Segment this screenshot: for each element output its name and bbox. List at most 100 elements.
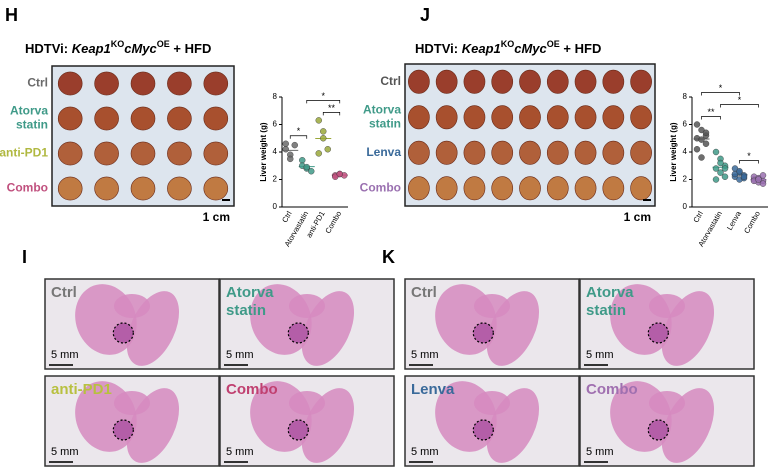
histology-label: Atorva	[226, 284, 274, 301]
data-point	[282, 146, 289, 153]
sig-label: *	[297, 126, 301, 136]
y-tick-label: 0	[273, 202, 278, 211]
liver	[203, 71, 229, 96]
sig-bracket	[322, 112, 341, 116]
liver	[630, 105, 652, 130]
liver	[463, 69, 486, 94]
data-point	[712, 148, 720, 156]
row-label: statin	[16, 118, 48, 132]
data-point	[759, 172, 767, 179]
liver	[546, 176, 569, 201]
sig-bracket	[701, 92, 740, 96]
row-label: anti-PD1	[0, 146, 48, 160]
histology-label: Lenva	[411, 381, 455, 398]
liver	[630, 176, 652, 201]
title-part: Keap1	[462, 41, 501, 56]
liver	[463, 140, 486, 165]
data-point	[702, 129, 710, 136]
tumor-outline	[112, 322, 134, 344]
liver	[574, 105, 597, 130]
x-tick-label: Lenva	[725, 209, 743, 232]
scale-label: 1 cm	[203, 210, 230, 224]
liver	[463, 176, 486, 201]
x-tick-label: Ctrl	[691, 209, 705, 224]
y-tick-label: 8	[683, 92, 688, 101]
tissue	[474, 391, 510, 415]
x-tick-label: Combo	[323, 209, 343, 234]
data-point	[308, 168, 315, 175]
title-part: cMyc	[514, 41, 547, 56]
data-point	[712, 165, 720, 172]
y-tick-label: 2	[273, 175, 278, 184]
title-part: HDTVi:	[415, 41, 462, 56]
data-point	[717, 169, 724, 176]
liver	[130, 176, 156, 201]
y-tick-label: 2	[683, 175, 688, 184]
tumor-outline	[287, 419, 309, 441]
row-label: statin	[369, 116, 401, 130]
data-point	[755, 176, 762, 183]
data-point	[287, 155, 294, 163]
data-point	[693, 146, 701, 153]
x-tick-label: Ctrl	[280, 209, 294, 224]
liver	[130, 141, 156, 166]
histology-label: anti-PD1	[51, 381, 112, 398]
data-point	[759, 180, 767, 187]
data-point	[291, 141, 298, 149]
liver	[602, 69, 625, 94]
liver	[94, 176, 119, 201]
liver	[408, 140, 430, 165]
scale-label: 5 mm	[226, 349, 254, 361]
liver	[167, 106, 192, 131]
title-part: OE	[547, 39, 560, 49]
panel-letter: K	[382, 247, 395, 267]
tissue	[114, 294, 150, 318]
y-tick-label: 4	[683, 147, 688, 156]
liver	[408, 105, 430, 130]
data-point	[320, 128, 327, 135]
y-axis-label: Liver weight (g)	[669, 122, 678, 181]
liver	[203, 106, 229, 131]
data-point	[721, 165, 729, 172]
data-point	[336, 170, 343, 178]
tissue	[114, 391, 150, 415]
data-point	[721, 173, 729, 180]
sig-label: **	[328, 103, 336, 113]
title-part: HDTVi:	[25, 41, 72, 56]
liver	[602, 105, 625, 130]
y-tick-label: 6	[273, 120, 278, 129]
sig-label: *	[738, 95, 742, 105]
data-point	[315, 150, 322, 157]
liver	[57, 71, 83, 96]
liver	[519, 176, 541, 201]
y-tick-label: 8	[273, 92, 278, 101]
panel-letter: I	[22, 247, 27, 267]
tissue	[289, 294, 325, 318]
sig-label: *	[719, 83, 723, 93]
liver	[167, 141, 192, 166]
data-point	[698, 154, 705, 161]
liver	[94, 71, 119, 96]
histology-label: Ctrl	[51, 284, 77, 301]
sig-bracket	[701, 116, 721, 120]
title-part: KO	[111, 39, 125, 49]
data-point	[315, 117, 322, 124]
liver	[519, 140, 541, 165]
tissue	[474, 294, 510, 318]
liver	[94, 106, 119, 131]
sig-label: *	[747, 151, 751, 161]
data-point	[303, 163, 310, 171]
data-point	[282, 140, 289, 147]
liver	[602, 176, 625, 201]
title-part: OE	[157, 39, 170, 49]
tissue	[649, 391, 685, 415]
liver	[203, 176, 229, 201]
scale-label: 5 mm	[51, 349, 79, 361]
sig-bracket	[720, 104, 759, 108]
title-part: + HFD	[560, 41, 602, 56]
data-point	[299, 157, 306, 164]
liver	[574, 69, 597, 94]
liver	[130, 71, 156, 96]
